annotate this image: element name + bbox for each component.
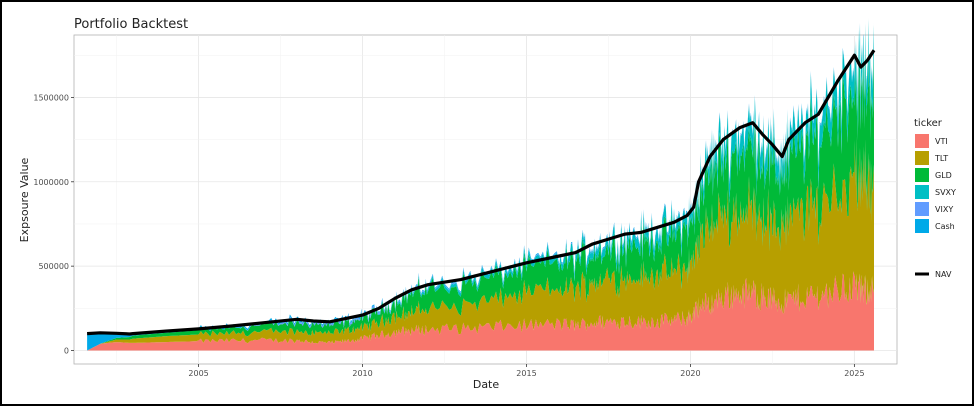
legend-label-svxy: SVXY <box>935 188 956 197</box>
chart-title: Portfolio Backtest <box>74 17 188 32</box>
area-gld <box>87 46 875 351</box>
x-tick-label: 2005 <box>188 369 208 378</box>
legend: ticker VTI TLT GLD SVXY VIXY Cash NAV <box>914 118 956 279</box>
x-tick-label: 2025 <box>844 369 864 378</box>
y-tick-label: 0 <box>64 347 69 356</box>
x-axis-label: Date <box>473 378 500 391</box>
y-axis-label: Expsoure Value <box>18 157 31 242</box>
y-tick-label: 1500000 <box>33 93 69 102</box>
legend-swatch-gld <box>915 168 929 182</box>
legend-label-cash: Cash <box>935 222 955 231</box>
legend-label-tlt: TLT <box>934 154 948 163</box>
legend-label-vti: VTI <box>935 137 948 146</box>
legend-label-nav: NAV <box>935 270 952 279</box>
stacked-areas <box>87 17 875 351</box>
legend-swatch-svxy <box>915 185 929 199</box>
legend-title: ticker <box>914 118 943 129</box>
nav-line <box>87 49 876 336</box>
area-tlt <box>87 136 875 351</box>
legend-swatch-vti <box>915 134 929 148</box>
x-tick-label: 2020 <box>680 369 700 378</box>
x-tick-label: 2010 <box>352 369 372 378</box>
legend-swatch-cash <box>915 219 929 233</box>
legend-label-vixy: VIXY <box>935 205 953 214</box>
y-axis: 0 500000 1000000 1500000 <box>33 93 74 356</box>
y-tick-label: 500000 <box>38 262 69 271</box>
area-vti <box>87 271 875 351</box>
y-tick-label: 1000000 <box>33 178 69 187</box>
x-tick-label: 2015 <box>516 369 536 378</box>
nav-line-group <box>87 49 876 336</box>
legend-swatch-tlt <box>915 151 929 165</box>
x-axis: 2005 2010 2015 2020 2025 <box>188 364 865 378</box>
legend-label-gld: GLD <box>935 171 952 180</box>
legend-swatch-vixy <box>915 202 929 216</box>
